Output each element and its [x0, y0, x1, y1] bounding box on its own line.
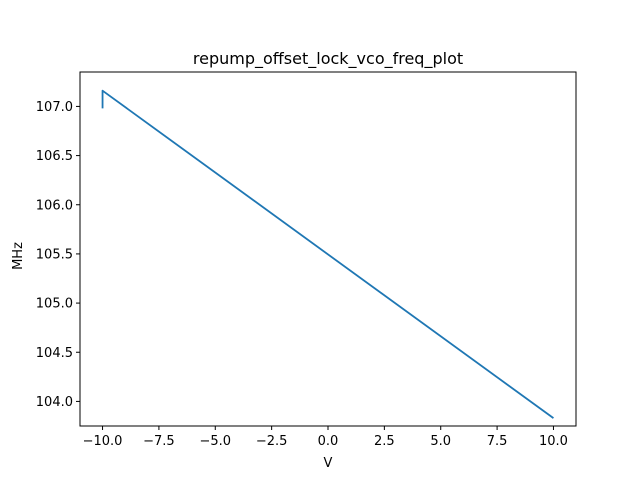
x-axis: −10.0 −7.5 −5.0 −2.5 0.0 2.5 5.0 7.5 10.0: [83, 426, 568, 449]
y-tick-label: 107.0: [36, 100, 73, 115]
y-tick-label: 104.0: [36, 395, 73, 410]
x-tick-label: 10.0: [539, 434, 568, 449]
x-tick-label: −5.0: [199, 434, 231, 449]
x-axis-label: V: [324, 456, 333, 471]
y-axis: 104.0 104.5 105.0 105.5 106.0 106.5 107.0: [36, 100, 80, 410]
y-axis-label: MHz: [11, 242, 26, 270]
x-tick-label: 7.5: [487, 434, 508, 449]
series-line-0: [101, 89, 554, 419]
x-tick-label: 0.0: [318, 434, 339, 449]
y-tick-label: 105.0: [36, 297, 73, 312]
y-tick-label: 105.5: [36, 247, 73, 262]
y-tick-label: 104.5: [36, 346, 73, 361]
x-tick-label: 5.0: [430, 434, 451, 449]
y-tick-label: 106.5: [36, 149, 73, 164]
y-tick-label: 106.0: [36, 198, 73, 213]
x-tick-label: −7.5: [143, 434, 175, 449]
chart-title: repump_offset_lock_vco_freq_plot: [193, 49, 463, 69]
plot-area: [101, 89, 554, 419]
plot-frame: [79, 71, 577, 427]
x-tick-label: −2.5: [256, 434, 288, 449]
x-tick-label: −10.0: [83, 434, 123, 449]
x-tick-label: 2.5: [374, 434, 395, 449]
